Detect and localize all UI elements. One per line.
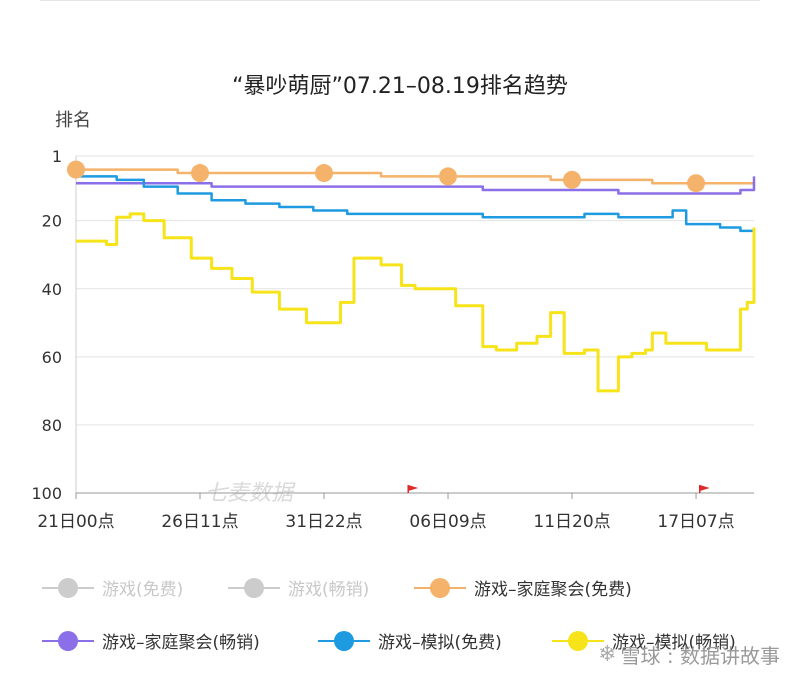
rank-trend-chart: “暴吵萌厨”07.21–08.19排名趋势 排名 七麦数据 1204060801… <box>31 74 756 532</box>
data-point-marker <box>563 170 582 189</box>
legend-dot-icon <box>58 577 78 598</box>
y-axis-label: 排名 <box>55 110 91 131</box>
legend-label: 游戏(畅销) <box>288 580 370 600</box>
data-point-marker <box>67 160 85 179</box>
snowball-logo-icon: ❄ <box>598 642 617 667</box>
chart-title: “暴吵萌厨”07.21–08.19排名趋势 <box>232 74 568 99</box>
x-tick-label: 21日00点 <box>37 512 114 532</box>
series-line <box>76 175 756 242</box>
legend-label: 游戏–家庭聚会(畅销) <box>102 633 260 653</box>
legend-label: 游戏–家庭聚会(免费) <box>474 580 632 600</box>
x-tick-label: 11日20点 <box>533 512 610 532</box>
data-point-marker <box>315 164 334 183</box>
legend-item-party-free[interactable]: 游戏–家庭聚会(免费) <box>414 575 632 600</box>
y-tick-label: 20 <box>42 212 62 231</box>
x-tick-label: 31日22点 <box>285 512 362 532</box>
legend-dot-icon <box>568 630 588 651</box>
event-flag-icon <box>408 485 419 491</box>
legend-label: 游戏(免费) <box>102 580 184 600</box>
legend-item-game-grossing[interactable]: 游戏(畅销) <box>228 575 369 600</box>
legend-dot-icon <box>244 577 264 598</box>
x-tick-label: 06日09点 <box>409 512 486 532</box>
y-tick-label: 1 <box>52 147 62 166</box>
legend-dot-icon <box>334 630 354 651</box>
y-tick-label: 80 <box>42 416 62 435</box>
legend-dot-icon <box>58 630 78 651</box>
x-tick-label: 26日11点 <box>161 512 238 532</box>
legend-item-sim-grossing[interactable]: 游戏–模拟(畅销) <box>552 628 736 653</box>
y-tick-label: 100 <box>31 484 62 503</box>
series-line <box>76 176 756 195</box>
source-watermark: ❄ 雪球 : 数据讲故事 <box>598 640 780 669</box>
watermark-text: 雪球 : 数据讲故事 <box>620 644 780 668</box>
y-tick-label: 40 <box>42 280 62 299</box>
y-tick-label: 60 <box>42 348 62 367</box>
x-tick-label: 17日07点 <box>657 512 734 532</box>
legend-dot-icon <box>430 577 450 598</box>
series-line <box>76 168 756 187</box>
legend-item-party-grossing[interactable]: 游戏–家庭聚会(畅销) <box>42 628 260 653</box>
data-point-marker <box>191 164 210 183</box>
chart-legend: 游戏(免费) 游戏(畅销) 游戏–家庭聚会(免费) 游戏–家庭聚会(畅销) 游戏… <box>0 560 800 670</box>
top-divider <box>40 0 760 1</box>
data-point-marker <box>687 174 706 193</box>
legend-label: 游戏–模拟(免费) <box>378 633 502 653</box>
series-line <box>76 212 756 393</box>
data-point-marker <box>439 167 458 186</box>
legend-item-sim-free[interactable]: 游戏–模拟(免费) <box>318 628 502 653</box>
event-flag-icon <box>699 485 710 491</box>
legend-item-game-free[interactable]: 游戏(免费) <box>42 575 183 600</box>
legend-label: 游戏–模拟(畅销) <box>612 633 736 653</box>
